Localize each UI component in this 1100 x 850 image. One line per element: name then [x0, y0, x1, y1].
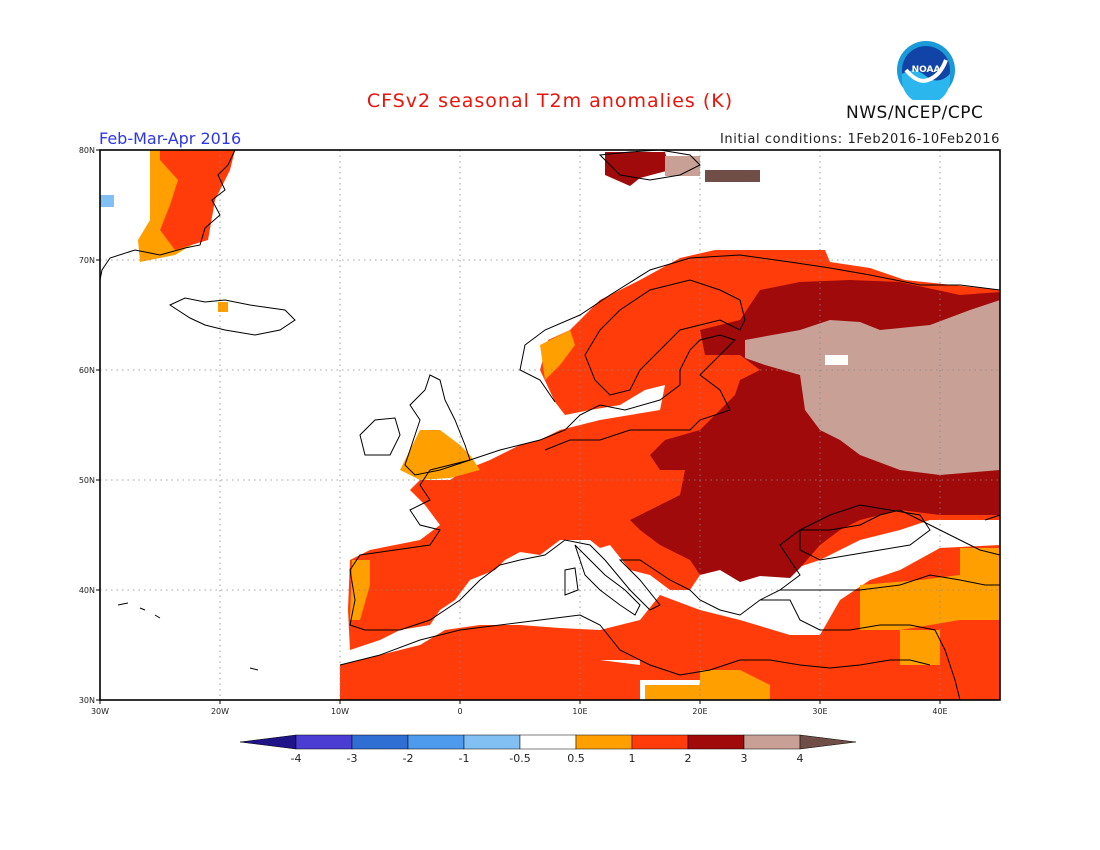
- coast-iceland: [168, 297, 296, 336]
- coastlines: [99, 149, 1001, 701]
- coast-black-sea: [799, 504, 931, 561]
- anomaly-russia-gap: [825, 355, 848, 365]
- colorbar: [239, 734, 857, 750]
- colorbar-swatch: [407, 734, 465, 750]
- anomaly-orange-levant: [900, 630, 940, 665]
- latitude-tick-label: 70N: [79, 256, 95, 265]
- longitude-tick-label: 30E: [812, 707, 827, 716]
- longitude-tick-label: 40E: [932, 707, 947, 716]
- colorbar-label: 4: [797, 752, 804, 765]
- colorbar-label: -1: [459, 752, 470, 765]
- colorbar-labels: -4 -3 -2 -1 -0.5 0.5 1 2 3 4: [291, 752, 804, 765]
- colorbar-label: 1: [629, 752, 636, 765]
- colorbar-swatch: [295, 734, 353, 750]
- anomaly-orange-libya: [645, 670, 770, 700]
- graticule: [100, 150, 1000, 700]
- anomaly-orange-turkey: [860, 575, 1000, 630]
- logo-text: NOAA: [912, 65, 941, 75]
- anomaly-fields: [100, 150, 1000, 700]
- longitude-tick-label: 0: [457, 707, 462, 716]
- anomaly-russia-tan: [745, 300, 1000, 475]
- colorbar-swatch: [351, 734, 409, 750]
- anomaly-orange-uk: [400, 430, 480, 480]
- anomaly-svalbard-red: [605, 152, 670, 186]
- anomaly-iceland-spot: [218, 302, 228, 312]
- coast-canaries: [249, 667, 259, 671]
- colorbar-swatch: [463, 734, 521, 750]
- colorbar-label: -0.5: [509, 752, 530, 765]
- map-frame: [99, 149, 1001, 701]
- coast-ireland: [359, 417, 401, 456]
- colorbar-label: -4: [291, 752, 302, 765]
- anomaly-greenland-red: [160, 150, 235, 250]
- colorbar-high-triangle: [799, 734, 857, 750]
- agency-label: NWS/NCEP/CPC: [846, 103, 984, 123]
- map-title: CFSv2 seasonal T2m anomalies (K): [366, 90, 734, 112]
- latitude-tick-label: 40N: [79, 586, 95, 595]
- colorbar-swatch: [687, 734, 745, 750]
- anomaly-svalbard-tan: [665, 156, 700, 176]
- anomaly-orange-norway: [540, 330, 575, 380]
- coast-caspian: [984, 514, 1001, 521]
- noaa-logo: NOAA: [897, 41, 955, 100]
- initial-conditions: Initial conditions: 1Feb2016-10Feb2016: [719, 132, 1000, 147]
- anomaly-svalbard-brown: [705, 170, 760, 182]
- colorbar-swatch: [743, 734, 801, 750]
- colorbar-label: -2: [403, 752, 414, 765]
- forecast-period: Feb-Mar-Apr 2016: [99, 129, 242, 148]
- coast-europe: [339, 254, 1001, 701]
- coast-greenland: [99, 149, 236, 281]
- anomaly-north-africa-red: [340, 625, 640, 700]
- coast-sardinia: [564, 567, 579, 596]
- latitude-ticks: 80N 70N 60N 50N 40N 30N: [79, 146, 100, 705]
- anomaly-greenland-blue: [100, 195, 114, 207]
- coast-svalbard: [598, 149, 701, 181]
- colorbar-swatch: [631, 734, 689, 750]
- colorbar-swatch: [575, 734, 633, 750]
- longitude-tick-label: 10E: [572, 707, 587, 716]
- longitude-tick-label: 20E: [692, 707, 707, 716]
- colorbar-low-triangle: [239, 734, 297, 750]
- latitude-tick-label: 50N: [79, 476, 95, 485]
- latitude-tick-label: 60N: [79, 366, 95, 375]
- longitude-ticks: 30W 20W 10W 0 10E 20E 30E 40E: [91, 700, 948, 716]
- anomaly-orange-caucasus: [960, 548, 1000, 575]
- colorbar-label: 2: [685, 752, 692, 765]
- coast-scandinavia: [584, 279, 746, 396]
- longitude-tick-label: 30W: [91, 707, 109, 716]
- coast-italy: [574, 544, 641, 616]
- latitude-tick-label: 80N: [79, 146, 95, 155]
- latitude-tick-label: 30N: [79, 696, 95, 705]
- colorbar-label: 3: [741, 752, 748, 765]
- coast-azores: [117, 602, 161, 619]
- colorbar-label: 0.5: [567, 752, 585, 765]
- coast-uk: [404, 374, 471, 476]
- colorbar-swatch: [519, 734, 577, 750]
- longitude-tick-label: 20W: [211, 707, 229, 716]
- colorbar-label: -3: [347, 752, 358, 765]
- longitude-tick-label: 10W: [331, 707, 349, 716]
